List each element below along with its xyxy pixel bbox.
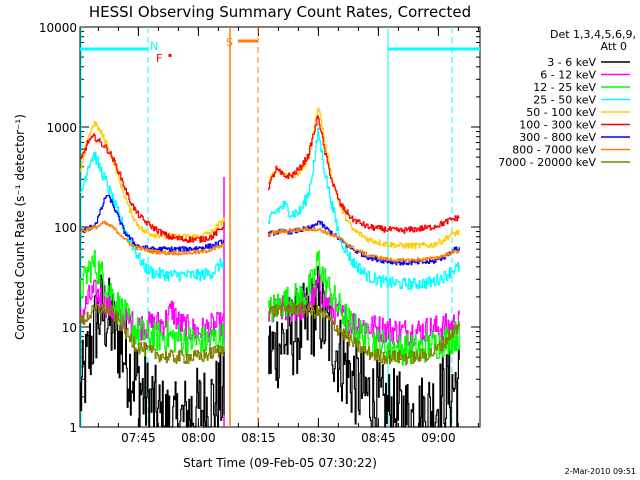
legend-label: 800 - 7000 keV [512, 144, 596, 157]
series-line [268, 226, 460, 263]
x-tick-label: 08:15 [241, 431, 276, 445]
legend-title-line2: Att 0 [601, 40, 627, 53]
saa-flag-label: S [226, 36, 233, 49]
legend-label: 6 - 12 keV [540, 69, 596, 82]
legend-label: 300 - 800 keV [519, 131, 596, 144]
x-axis-label: Start Time (09-Feb-05 07:30:22) [183, 456, 377, 470]
y-tick-label: 1 [69, 421, 77, 435]
series-line [80, 274, 225, 428]
night-flag-label: N [150, 40, 158, 53]
x-tick-label: 08:30 [301, 431, 336, 445]
chart-title: HESSI Observing Summary Count Rates, Cor… [89, 3, 471, 21]
x-tick-label: 09:00 [421, 431, 456, 445]
series-line [80, 133, 225, 243]
legend-label: 7000 - 20000 keV [498, 156, 596, 169]
flare-flag-label: F [156, 52, 162, 65]
legend-label: 12 - 25 keV [533, 81, 596, 94]
series-line [268, 115, 460, 234]
series-line [80, 301, 225, 364]
series-line [268, 127, 460, 291]
y-tick-label: 100 [54, 221, 77, 235]
y-axis-label: Corrected Count Rate (s⁻¹ detector⁻¹) [13, 114, 27, 340]
legend-label: 3 - 6 keV [547, 56, 596, 69]
date-stamp: 2-Mar-2010 09:51 [565, 467, 636, 476]
series-line [268, 266, 460, 428]
x-tick-label: 07:45 [121, 431, 156, 445]
x-tick-label: 08:00 [181, 431, 216, 445]
y-tick-label: 1000 [46, 121, 77, 135]
y-tick-label: 10 [62, 321, 77, 335]
series-line [268, 301, 460, 365]
series-line [80, 152, 225, 282]
x-tick-label: 08:45 [361, 431, 396, 445]
legend-title-line1: Det 1,3,4,5,6,9, [550, 28, 636, 41]
series-line [80, 220, 225, 256]
legend-label: 50 - 100 keV [526, 106, 596, 119]
y-tick-label: 10000 [39, 21, 77, 35]
series-line [80, 120, 225, 241]
flare-point-marker [168, 53, 172, 57]
legend-label: 100 - 300 keV [519, 119, 596, 132]
legend-label: 25 - 50 keV [533, 94, 596, 107]
